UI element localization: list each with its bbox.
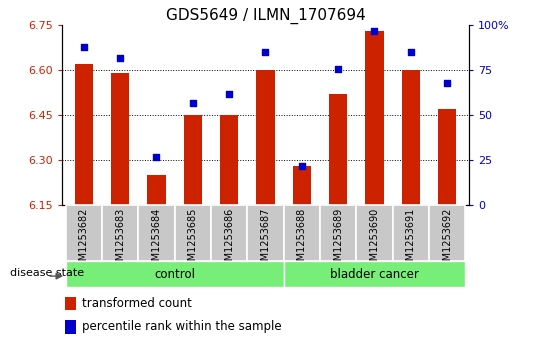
Point	[370, 28, 379, 34]
Bar	[139, 205, 175, 261]
Text: GSM1253692: GSM1253692	[442, 208, 452, 273]
Point	[406, 49, 415, 55]
Text: percentile rank within the sample: percentile rank within the sample	[82, 321, 281, 334]
Text: GSM1253684: GSM1253684	[151, 208, 162, 273]
Bar	[102, 205, 139, 261]
Bar	[284, 205, 320, 261]
Text: GSM1253690: GSM1253690	[369, 208, 379, 273]
Bar	[402, 70, 420, 205]
Point	[79, 44, 88, 50]
Point	[189, 100, 197, 106]
Bar	[65, 321, 76, 334]
Bar	[329, 94, 347, 205]
Point	[261, 49, 270, 55]
Bar	[184, 115, 202, 205]
Point	[298, 163, 306, 168]
Text: disease state: disease state	[10, 268, 84, 278]
Bar	[293, 166, 311, 205]
Bar	[438, 109, 456, 205]
Point	[225, 91, 233, 97]
Bar	[392, 205, 429, 261]
Text: GSM1253689: GSM1253689	[333, 208, 343, 273]
Bar	[320, 205, 356, 261]
Text: GSM1253682: GSM1253682	[79, 208, 89, 273]
Text: bladder cancer: bladder cancer	[330, 268, 419, 281]
Bar	[111, 73, 129, 205]
Text: GSM1253683: GSM1253683	[115, 208, 125, 273]
Title: GDS5649 / ILMN_1707694: GDS5649 / ILMN_1707694	[165, 8, 365, 24]
Bar	[175, 205, 211, 261]
Bar	[211, 205, 247, 261]
Bar	[356, 205, 392, 261]
Text: GSM1253685: GSM1253685	[188, 208, 198, 273]
Point	[152, 154, 161, 159]
Bar	[147, 175, 165, 205]
Bar	[365, 31, 384, 205]
Bar	[75, 64, 93, 205]
Text: GSM1253691: GSM1253691	[406, 208, 416, 273]
Text: control: control	[154, 268, 195, 281]
Bar	[247, 205, 284, 261]
Bar	[65, 297, 76, 310]
Bar	[66, 261, 284, 287]
Text: GSM1253687: GSM1253687	[260, 208, 271, 273]
Text: GSM1253686: GSM1253686	[224, 208, 234, 273]
Text: GSM1253688: GSM1253688	[297, 208, 307, 273]
Point	[334, 66, 342, 72]
Point	[116, 55, 125, 61]
Bar	[429, 205, 465, 261]
Bar	[257, 70, 274, 205]
Bar	[66, 205, 102, 261]
Point	[443, 80, 452, 86]
Bar	[284, 261, 465, 287]
Bar	[220, 115, 238, 205]
Text: transformed count: transformed count	[82, 297, 192, 310]
